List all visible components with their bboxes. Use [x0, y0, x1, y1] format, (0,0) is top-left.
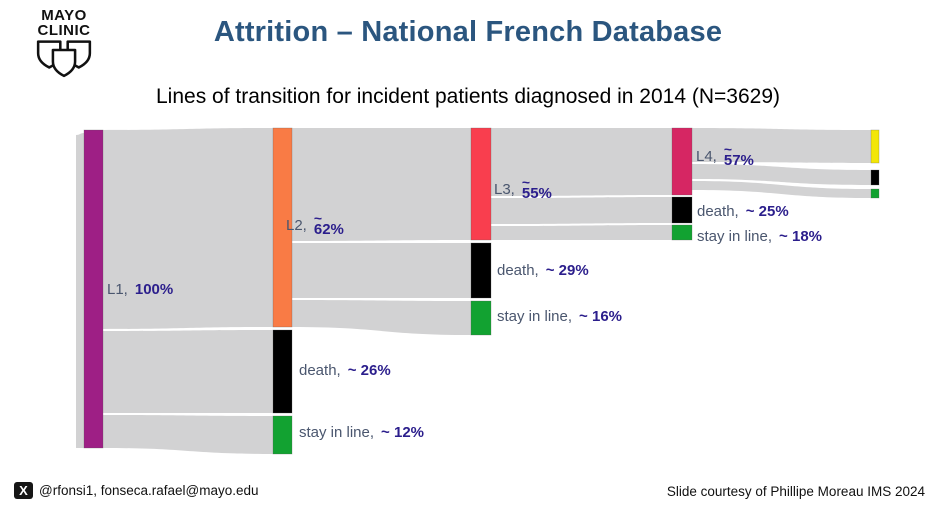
sankey-node-stay4[interactable]: [671, 224, 693, 241]
logo-text-mayo: MAYO: [41, 7, 87, 24]
sankey-node-L5[interactable]: [870, 129, 880, 164]
sankey-link-L3-death4[interactable]: [491, 197, 672, 224]
sankey-link-L3-L4[interactable]: [491, 128, 672, 196]
sankey-node-L4[interactable]: [671, 127, 693, 196]
sankey-link-L1-L2[interactable]: [103, 128, 273, 329]
slide-subtitle: Lines of transition for incident patient…: [156, 85, 780, 108]
footer-credit-text: Slide courtesy of Phillipe Moreau IMS 20…: [666, 484, 925, 499]
sankey-link-L2-stay3[interactable]: [292, 300, 471, 335]
sankey-link-L3-stay4[interactable]: [491, 225, 672, 240]
sankey-node-L2[interactable]: [272, 127, 293, 328]
sankey-node-stay5[interactable]: [870, 188, 880, 199]
sankey-link-L2-death3[interactable]: [292, 243, 471, 298]
sankey-link-L1-death2[interactable]: [103, 330, 273, 413]
mayo-clinic-logo: MAYO CLINIC: [22, 8, 106, 83]
sankey-node-death3[interactable]: [470, 242, 492, 299]
sankey-link-L4-death5[interactable]: [692, 164, 871, 185]
footer-left: X @rfonsi1, fonseca.rafael@mayo.edu: [14, 482, 259, 499]
slide-title: Attrition – National French Database: [213, 16, 723, 48]
sankey-link-L2-L3[interactable]: [292, 128, 471, 241]
sankey-node-L3[interactable]: [470, 127, 492, 241]
sankey-link-L1-stay2[interactable]: [103, 415, 273, 454]
logo-text-clinic: CLINIC: [37, 22, 91, 39]
sankey-node-stay3[interactable]: [470, 300, 492, 336]
sankey-node-L1[interactable]: [83, 129, 104, 449]
x-twitter-icon: X: [14, 482, 33, 499]
sankey-node-death4[interactable]: [671, 196, 693, 224]
footer-contact-text: @rfonsi1, fonseca.rafael@mayo.edu: [39, 483, 259, 498]
sankey-link-L4-stay5[interactable]: [692, 181, 871, 198]
sankey-node-stay2[interactable]: [272, 415, 293, 455]
sankey-node-death5[interactable]: [870, 169, 880, 186]
sankey-link-start-L1[interactable]: [76, 133, 84, 448]
sankey-node-death2[interactable]: [272, 329, 293, 414]
mayo-shields-icon: [36, 40, 92, 78]
sankey-link-L4-L5[interactable]: [692, 128, 871, 163]
